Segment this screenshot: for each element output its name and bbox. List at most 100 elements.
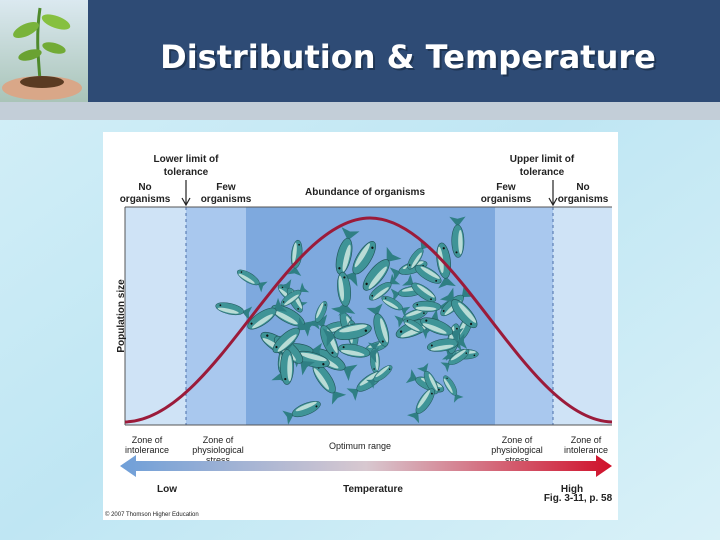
fish-tail: [390, 288, 400, 302]
fish: [449, 216, 466, 258]
fish-belly: [299, 352, 327, 362]
fish-tail: [274, 297, 288, 312]
fish-eye: [473, 354, 476, 357]
fish-belly: [368, 266, 387, 289]
fish: [272, 316, 311, 354]
fish-eye: [408, 264, 411, 266]
fish-body: [443, 375, 458, 396]
fish-eye: [371, 294, 374, 297]
fish-eye: [250, 322, 253, 325]
fish-body: [423, 370, 439, 395]
fish: [280, 282, 310, 307]
fish-tail: [367, 341, 381, 350]
fish-tail: [405, 369, 418, 384]
header-photo: [0, 0, 88, 102]
zone-label: Zone of: [132, 435, 163, 445]
fish: [366, 303, 390, 347]
fish-belly: [338, 275, 345, 302]
fish-body: [352, 241, 376, 275]
fish-belly: [428, 373, 438, 391]
fish-belly: [417, 389, 431, 409]
fish-eye: [384, 297, 387, 299]
fish-belly: [458, 302, 477, 323]
zone-label: Zone of: [571, 435, 602, 445]
fish-eye: [455, 327, 458, 330]
fish: [309, 300, 328, 330]
fish-belly: [359, 372, 379, 386]
axis-low: Low: [157, 484, 177, 495]
fish: [362, 246, 402, 291]
fish-eye: [297, 308, 299, 310]
fish: [420, 317, 464, 344]
fish-eye: [266, 334, 269, 337]
fish-eye: [442, 310, 445, 312]
fish-belly: [375, 365, 390, 378]
fish-eye: [437, 388, 440, 391]
fish-eye: [423, 312, 425, 314]
fish-tail: [417, 362, 429, 373]
zone-band: [125, 207, 186, 425]
fish-belly: [422, 323, 447, 334]
fish-belly: [313, 368, 330, 390]
fish: [381, 295, 411, 317]
fish-eye: [465, 352, 468, 354]
fish-body: [272, 327, 300, 354]
fish-tail: [299, 282, 310, 293]
zone-label: intolerance: [564, 445, 608, 455]
fish-tail: [279, 279, 292, 290]
zone-label: intolerance: [125, 445, 169, 455]
fish: [366, 365, 393, 389]
fish-tail: [341, 227, 360, 241]
fish-body: [448, 348, 470, 366]
fish-tail: [342, 364, 358, 381]
fish-tail: [346, 388, 359, 401]
fish-belly: [411, 252, 422, 269]
fish-eye: [315, 405, 318, 408]
fish-belly: [284, 294, 299, 306]
fish-eye: [284, 377, 287, 381]
fish-belly: [375, 352, 379, 371]
fish-tail: [322, 328, 337, 347]
zone-label: stress: [505, 455, 530, 465]
label: tolerance: [164, 167, 209, 178]
fish: [440, 348, 470, 373]
fish-body: [314, 300, 328, 323]
fish-tail: [450, 328, 464, 344]
zone-band: [186, 207, 246, 425]
fish-tail: [366, 379, 376, 389]
fish-eye: [388, 368, 391, 370]
title-shadow: Distribution & Temperature: [162, 40, 658, 78]
figure-source: Fig. 3-11, p. 58: [544, 493, 613, 504]
fish-body: [362, 259, 390, 291]
fish-belly: [430, 344, 454, 351]
fish-eye: [416, 303, 419, 306]
fish: [247, 297, 288, 330]
fish-body: [451, 299, 478, 329]
fish: [335, 227, 360, 275]
fish: [403, 318, 432, 339]
fish-eye: [425, 319, 428, 322]
fish-eye: [431, 392, 433, 395]
label: No: [138, 182, 151, 193]
fish-belly: [217, 307, 239, 314]
zone-label: stress: [206, 455, 231, 465]
fish-tail: [297, 316, 311, 331]
fish: [394, 308, 428, 328]
fish-belly: [382, 299, 399, 309]
fish: [426, 333, 468, 352]
label: Few: [496, 182, 516, 193]
label: organisms: [201, 194, 252, 205]
fish-tail: [440, 362, 451, 373]
fish-belly: [372, 287, 389, 300]
fish-body: [368, 281, 392, 301]
fish: [407, 388, 435, 424]
fish-body: [381, 295, 403, 311]
figure: Lower limit of tolerance Upper limit of …: [103, 132, 618, 520]
y-axis-label: Population size: [116, 279, 127, 353]
fish-belly: [450, 349, 466, 361]
slide-title: Distribution & Temperature: [160, 38, 656, 76]
temperature-arrow: [120, 455, 612, 477]
fish: [322, 323, 372, 347]
